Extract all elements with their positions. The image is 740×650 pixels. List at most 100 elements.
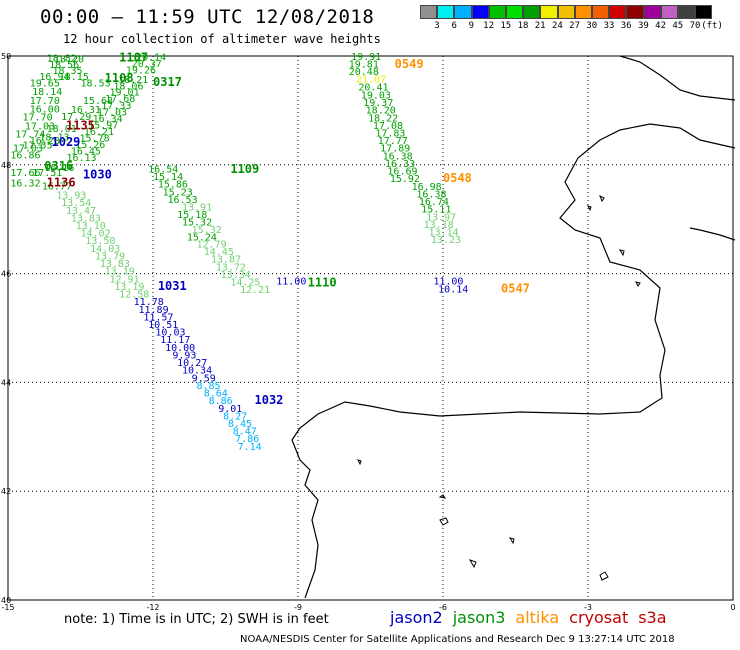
scale-swatch [454, 5, 472, 19]
wave-height-value: 17.70 [30, 96, 60, 107]
wave-height-value: 16.53 [168, 195, 198, 206]
wave-height-value: 16.16 [44, 163, 74, 174]
scale-label: 39 [637, 21, 649, 31]
wave-height-value: 16.54 [148, 164, 178, 175]
scale-label: 12 [483, 21, 495, 31]
pass-time-label: 1109 [230, 162, 259, 176]
islands [357, 194, 641, 581]
pass-time-label: 1136 [47, 176, 76, 190]
map-subtitle: 12 hour collection of altimeter wave hei… [63, 32, 381, 46]
wave-height-value: 14.25 [230, 278, 260, 289]
wave-height-value: 13.91 [182, 202, 212, 213]
pass-time-label: 0317 [153, 75, 182, 89]
wave-height-value: 17.03 [13, 144, 43, 155]
wave-height-value: 19.81 [349, 59, 379, 70]
lat-label: 46 [1, 270, 11, 279]
wave-height-value: 15.11 [421, 205, 451, 216]
wave-height-value: 16.45 [71, 146, 101, 157]
pass-time-label: 0549 [395, 57, 424, 71]
wave-height-value: 11.57 [143, 312, 173, 323]
scale-label: 33 [603, 21, 615, 31]
credit-line: NOAA/NESDIS Center for Satellite Applica… [240, 634, 675, 645]
wave-height-value: 11.78 [134, 297, 164, 308]
legend-entry: cryosat [569, 608, 629, 627]
scale-swatch [678, 5, 696, 19]
scale-swatch [626, 5, 644, 19]
wave-height-value: 13.54 [61, 198, 91, 209]
wave-height-value: 13.19 [105, 267, 135, 278]
pass-time-label: 0548 [443, 171, 472, 185]
scale-swatch [471, 5, 489, 19]
wave-height-value: 18.56 [49, 60, 79, 71]
wave-height-value: 13.47 [66, 206, 96, 217]
wave-height-value: 10.27 [177, 358, 207, 369]
wave-height-value: 19.91 [351, 52, 381, 63]
wave-height-value: 13.23 [431, 235, 461, 246]
wave-height-value: 17.83 [375, 129, 405, 140]
wave-height-value: 13.83 [71, 213, 101, 224]
pass-time-label: 1110 [308, 276, 337, 290]
wave-height-value: 8.47 [233, 427, 257, 438]
wave-height-value: 19.65 [30, 78, 60, 89]
wave-height-value: 11.89 [139, 305, 169, 316]
scale-label: 70 [689, 21, 701, 31]
wave-height-value: 9.59 [192, 373, 216, 384]
wave-height-value: 8.64 [204, 389, 228, 400]
wave-height-value: 11.00 [276, 276, 306, 287]
wave-height-value: 10.14 [438, 285, 468, 296]
legend-entry: jason2 [390, 608, 443, 627]
lon-label: -12 [146, 603, 159, 612]
pass-labels: 1107 0317 1108 1109 1110 0549 0548 0547 1029 1030… [44, 50, 530, 407]
wave-height-value: 13.83 [100, 259, 130, 270]
scale-swatch [574, 5, 592, 19]
scale-swatch [557, 5, 575, 19]
wave-height-value: 17.51 [32, 168, 62, 179]
lon-label: -15 [1, 603, 14, 612]
pass-time-label: 1108 [105, 71, 134, 85]
legend-entry: altika [515, 608, 560, 627]
wave-height-value: 15.18 [177, 210, 207, 221]
lat-label: 40 [1, 596, 11, 605]
wave-height-value: 18.20 [366, 106, 396, 117]
wave-height-value: 18.53 [81, 78, 111, 89]
wave-height-value: 17.29 [61, 112, 91, 123]
wave-height-value: 17.08 [373, 121, 403, 132]
wave-height-value: 17.55 [23, 140, 53, 151]
scale-label: 30 [586, 21, 598, 31]
wave-height-value: 15.32 [192, 225, 222, 236]
scale-swatch [523, 5, 541, 19]
wave-height-value: 16.13 [66, 153, 96, 164]
pass-time-label: 1029 [52, 135, 81, 149]
wave-height-value: 21.07 [356, 75, 386, 86]
wave-height-value: 13.19 [114, 282, 144, 293]
wave-height-value: 8.27 [223, 411, 247, 422]
scale-swatch [695, 5, 713, 19]
wave-height-value: 15.32 [182, 218, 212, 229]
lat-lon-grid: -15 -12 -9 -6 -3 0 50 48 46 44 42 40 [1, 52, 736, 612]
scale-label: 42 [655, 21, 667, 31]
wave-height-value: 11.17 [160, 335, 190, 346]
wave-height-value: 13.10 [76, 221, 106, 232]
scale-label: 36 [620, 21, 632, 31]
coastline-brittany [291, 123, 736, 599]
scale-swatch [437, 5, 455, 19]
legend-entry: jason3 [452, 608, 506, 627]
wave-height-value: 20.37 [132, 59, 162, 70]
wave-height-value: 20.48 [349, 67, 379, 78]
wave-height-value: 16.77 [42, 181, 72, 192]
wave-height-value: 10.51 [148, 320, 178, 331]
wave-height-value: 19.37 [363, 98, 393, 109]
scale-swatch [609, 5, 627, 19]
wave-height-value: 20.14 [136, 52, 166, 63]
wave-height-value: 15.14 [153, 172, 183, 183]
wave-height-value: 15.86 [158, 180, 188, 191]
coastline [291, 55, 736, 599]
wave-height-value: 17.03 [25, 121, 55, 132]
wave-height-value: 14.45 [204, 247, 234, 258]
scale-unit: (ft) [701, 21, 723, 31]
wave-height-value: 17.33 [101, 101, 131, 112]
wave-height-value: 16.31 [71, 105, 101, 116]
map-frame [7, 55, 734, 601]
pass-time-label: 1107 [119, 50, 148, 64]
